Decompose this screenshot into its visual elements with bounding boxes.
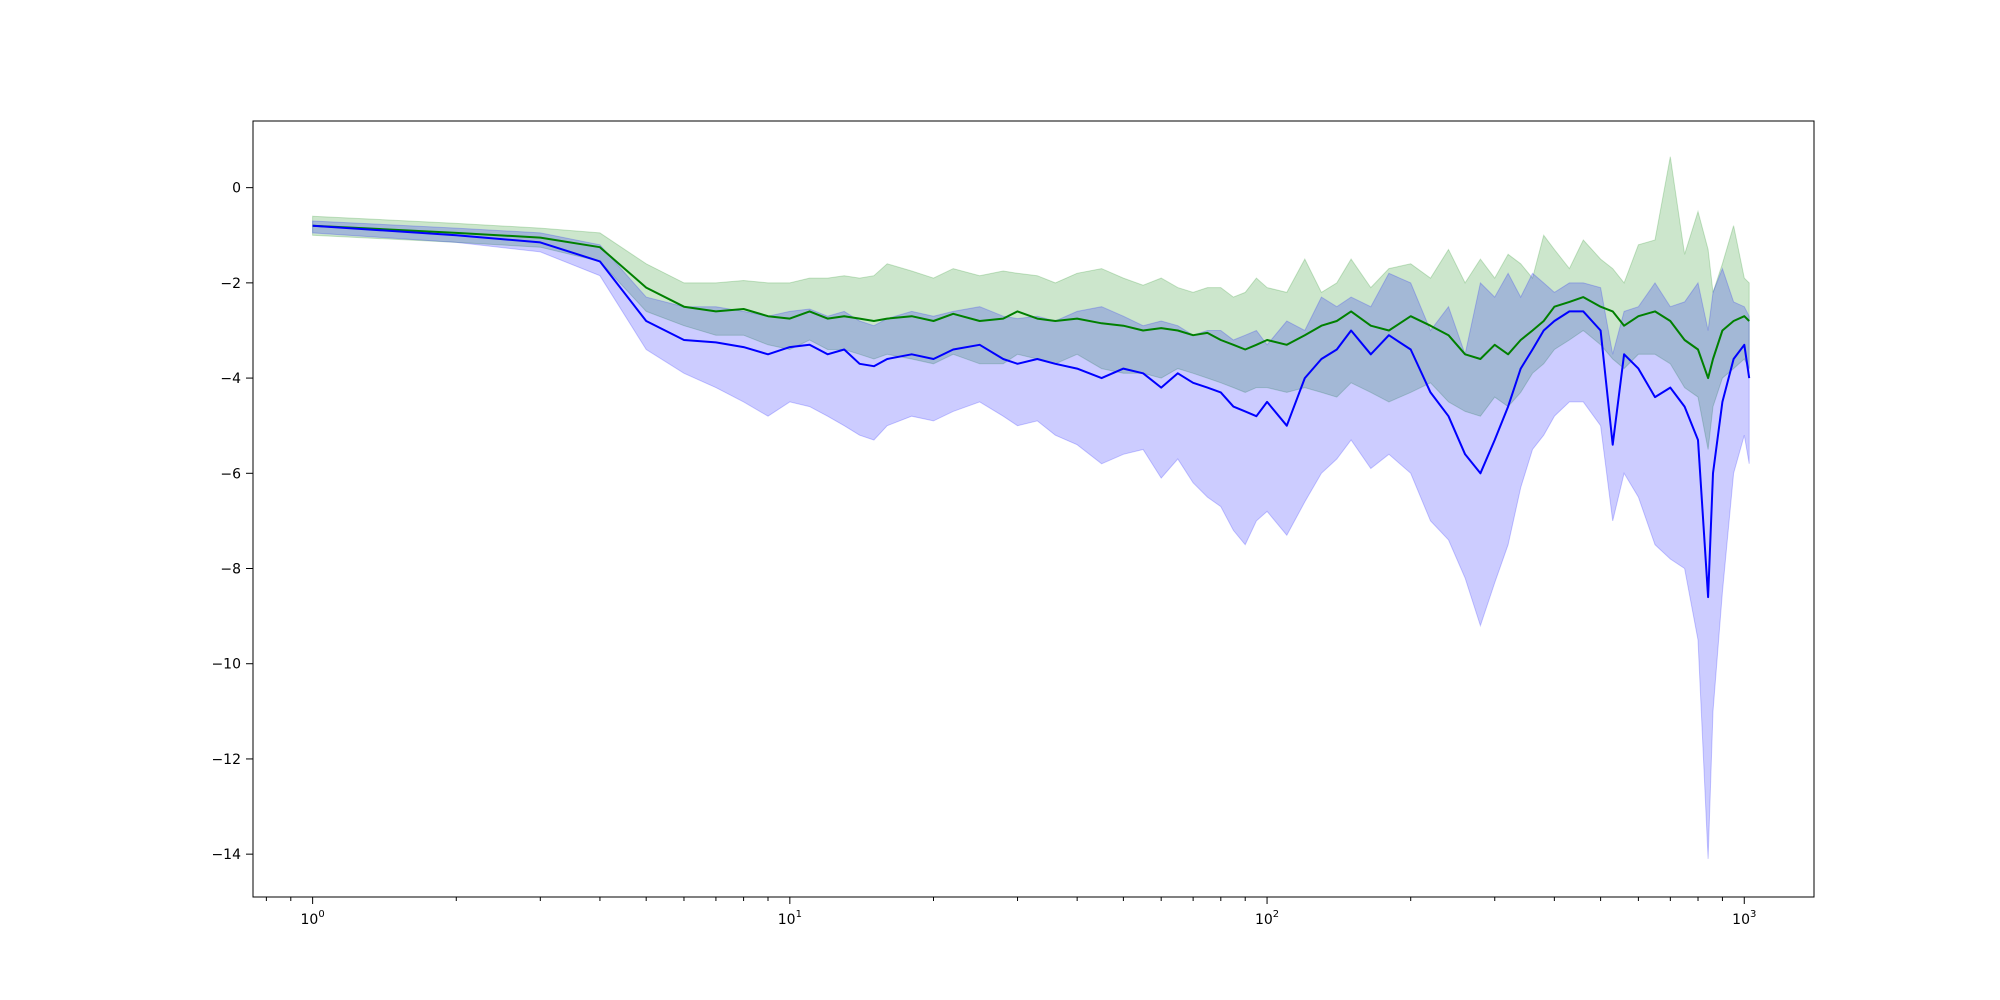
plot-area-frame: [252, 120, 1815, 898]
y-tick-label: −4: [220, 371, 241, 387]
y-tick-label: 0: [232, 181, 241, 197]
x-axis-ticks: 100 101 102 103: [265, 897, 1756, 928]
series-bands: [312, 156, 1750, 859]
x-tick-label-base: 10: [778, 912, 796, 928]
x-tick-label-exponent: 2: [1273, 909, 1279, 920]
series-2-band: [312, 220, 1750, 859]
y-tick-label: −10: [211, 657, 241, 673]
y-tick-label: −6: [220, 466, 241, 482]
y-axis-ticks: 0 −2 −4 −6 −8 −10 −12 −14: [211, 181, 253, 863]
x-tick-label-base: 10: [301, 912, 319, 928]
y-tick-label: −8: [220, 562, 241, 578]
x-tick-label: 102: [1255, 909, 1279, 928]
x-tick-label-base: 10: [1732, 912, 1750, 928]
x-tick-label-exponent: 3: [1750, 909, 1756, 920]
y-tick-label: −2: [220, 276, 241, 292]
x-tick-label: 103: [1732, 909, 1756, 928]
x-tick-label: 101: [778, 909, 802, 928]
x-tick-label-exponent: 0: [318, 909, 324, 920]
series-lines: [312, 224, 1751, 599]
x-tick-label-exponent: 1: [796, 909, 802, 920]
x-tick-label-base: 10: [1255, 912, 1273, 928]
series-1-line: [312, 224, 1750, 380]
x-tick-label: 100: [301, 909, 325, 928]
series-2-line: [312, 224, 1751, 599]
y-tick-label: −12: [211, 752, 241, 768]
y-tick-label: −14: [211, 847, 241, 863]
